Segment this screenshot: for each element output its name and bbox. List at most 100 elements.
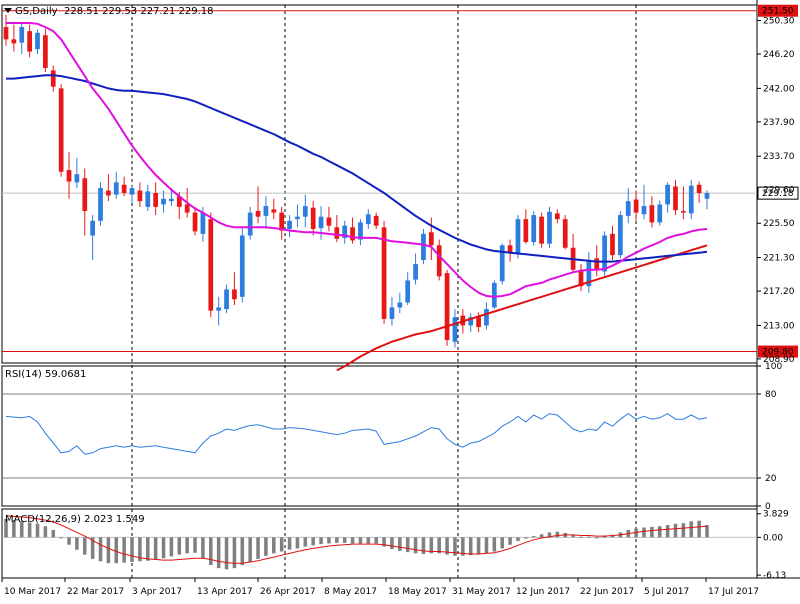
macd-histogram-bar (335, 537, 339, 543)
macd-histogram-bar (51, 529, 56, 538)
bull-candle (531, 215, 537, 243)
macd-histogram-bar (508, 537, 512, 545)
macd-histogram-bar (476, 537, 481, 555)
dropdown-arrow-icon[interactable] (4, 8, 12, 13)
bear-candle (578, 269, 584, 287)
bear-candle (176, 196, 182, 207)
bull-candle (161, 198, 166, 205)
bear-candle (3, 27, 9, 40)
rsi-line (5, 412, 708, 455)
bear-candle (696, 184, 702, 193)
macd-histogram-bar (705, 525, 709, 538)
x-tick-label: 22 Mar 2017 (67, 587, 124, 597)
rsi-tick-label: 0 (765, 502, 771, 512)
bull-candle (113, 182, 119, 195)
bull-candle (35, 32, 40, 50)
bull-candle (704, 192, 710, 199)
macd-histogram-bar (82, 537, 87, 555)
rsi-tick-label: 20 (765, 474, 777, 484)
macd-histogram-bar (279, 537, 284, 552)
bear-candle (50, 70, 56, 87)
macd-histogram-bar (484, 537, 489, 554)
macd-histogram-bar (98, 537, 103, 562)
macd-histogram-bar (468, 537, 473, 556)
bear-candle (66, 170, 72, 182)
symbol-label: GS,Daily (15, 6, 58, 17)
macd-histogram-bar (650, 526, 654, 538)
price-tick-label: 208.90 (763, 355, 795, 365)
macd-histogram-bar (287, 537, 292, 550)
macd-histogram-bar (193, 537, 197, 553)
bear-candle (594, 258, 600, 270)
macd-histogram-bar (697, 520, 701, 538)
macd-histogram-bar (295, 537, 300, 549)
ma-slow-line (6, 74, 708, 263)
x-tick-label: 3 Apr 2017 (132, 587, 182, 597)
macd-histogram-bar (256, 537, 260, 559)
bull-candle (358, 222, 363, 240)
macd-histogram-bar (681, 523, 686, 538)
bear-candle (476, 317, 481, 328)
macd-histogram-bar (232, 537, 237, 569)
bull-candle (342, 225, 348, 238)
bull-candle (129, 188, 135, 195)
bull-candle (657, 204, 663, 223)
macd-histogram-bar (665, 525, 670, 538)
bull-candle (405, 280, 411, 303)
bear-candle (27, 31, 32, 52)
bear-candle (633, 199, 639, 213)
macd-histogram-bar (75, 537, 79, 550)
macd-histogram-bar (122, 537, 126, 563)
bear-candle (649, 205, 655, 223)
ma-fast-line (6, 22, 708, 298)
bull-candle (389, 307, 395, 319)
macd-histogram-bar (374, 537, 378, 544)
ohlc-readout: 228.51 229.53 227.21 229.18 (64, 6, 214, 17)
macd-histogram-bar (19, 521, 24, 538)
bear-candle (673, 186, 678, 211)
price-tick-label: 221.30 (763, 254, 795, 264)
macd-histogram-bar (492, 537, 497, 552)
bear-candle (137, 190, 143, 202)
x-tick-label: 12 Jun 2017 (516, 587, 570, 597)
x-tick-label: 8 May 2017 (324, 587, 377, 597)
macd-histogram-bar (634, 528, 638, 538)
bull-candle (452, 317, 458, 342)
macd-histogram-bar (571, 534, 575, 538)
bull-candle (499, 245, 505, 282)
macd-histogram-bar (500, 537, 504, 549)
bear-candle (232, 289, 237, 300)
macd-histogram-bar (59, 537, 63, 539)
macd-histogram-bar (264, 537, 268, 556)
bear-candle (373, 215, 379, 226)
macd-histogram-bar (327, 537, 331, 544)
bull-candle (484, 309, 489, 326)
bull-candle (200, 212, 206, 234)
macd-signal-line (5, 515, 708, 564)
macd-histogram-bar (421, 537, 426, 554)
bear-candle (153, 192, 159, 207)
macd-label: MACD(12,26,9) 2.023 1.549 (5, 514, 145, 525)
bear-candle (444, 273, 450, 341)
bear-candle (523, 219, 529, 243)
bull-candle (491, 282, 497, 308)
bear-candle (208, 219, 214, 311)
macd-histogram-bar (106, 537, 111, 564)
macd-histogram-bar (587, 536, 591, 538)
macd-histogram-bar (248, 537, 252, 562)
x-tick-label: 31 May 2017 (452, 587, 511, 597)
macd-histogram-bar (398, 537, 402, 551)
bear-candle (271, 209, 277, 213)
bull-candle (287, 220, 292, 229)
macd-histogram-bar (461, 537, 465, 556)
bear-candle (106, 190, 111, 196)
macd-histogram-bar (366, 537, 371, 544)
macd-histogram-bar (405, 537, 410, 553)
bull-candle (216, 307, 222, 311)
price-tick-label: 246.20 (763, 50, 795, 60)
bear-candle (326, 217, 332, 226)
macd-histogram-bar (524, 537, 528, 539)
macd-histogram-bar (673, 523, 678, 538)
bull-candle (515, 219, 521, 254)
macd-tick-label: 0.00 (763, 533, 783, 543)
